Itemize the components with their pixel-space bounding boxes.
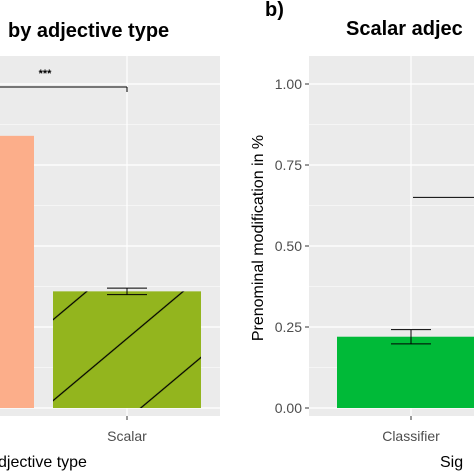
panel-b-gridlines (309, 51, 474, 416)
panel-b-y-axis-title: Prenominal modification in % (250, 135, 267, 341)
panel-b-x-axis-title: Sig (440, 454, 463, 471)
bar (53, 291, 201, 408)
x-tick-label: Scalar (107, 428, 147, 444)
bar (0, 135, 34, 408)
error-bar (107, 287, 147, 296)
panel-a-x-ticks: Scalar (107, 416, 147, 444)
y-tick-label: 0.75 (275, 157, 302, 173)
panel-b-bars (337, 329, 474, 408)
bar (337, 336, 474, 408)
y-tick-label: 0.25 (275, 319, 302, 335)
panel-a-significance-bracket: *** (0, 68, 128, 92)
panel-a-x-axis-title: djective type (0, 454, 87, 471)
panel-b-title: Scalar adjec (346, 18, 463, 40)
panel-b-label: b) (265, 0, 284, 21)
panel-a: by adjective type *** Scalar djective ty… (0, 20, 220, 471)
panel-a-significance-label: *** (39, 68, 53, 80)
panel-a-bars (0, 135, 201, 408)
x-tick-label: Classifier (382, 428, 440, 444)
y-tick-label: 0.50 (275, 238, 302, 254)
panel-a-title: by adjective type (8, 20, 169, 42)
y-tick-label: 1.00 (275, 76, 302, 92)
panel-b: b) Scalar adjec 0.00 0.25 0.50 0.75 1.00 Cla… (250, 0, 474, 471)
panel-b-y-ticks: 0.00 0.25 0.50 0.75 1.00 (275, 76, 309, 416)
error-bar (391, 329, 431, 345)
y-tick-label: 0.00 (275, 400, 302, 416)
panel-b-x-ticks: Classifier (382, 416, 440, 444)
